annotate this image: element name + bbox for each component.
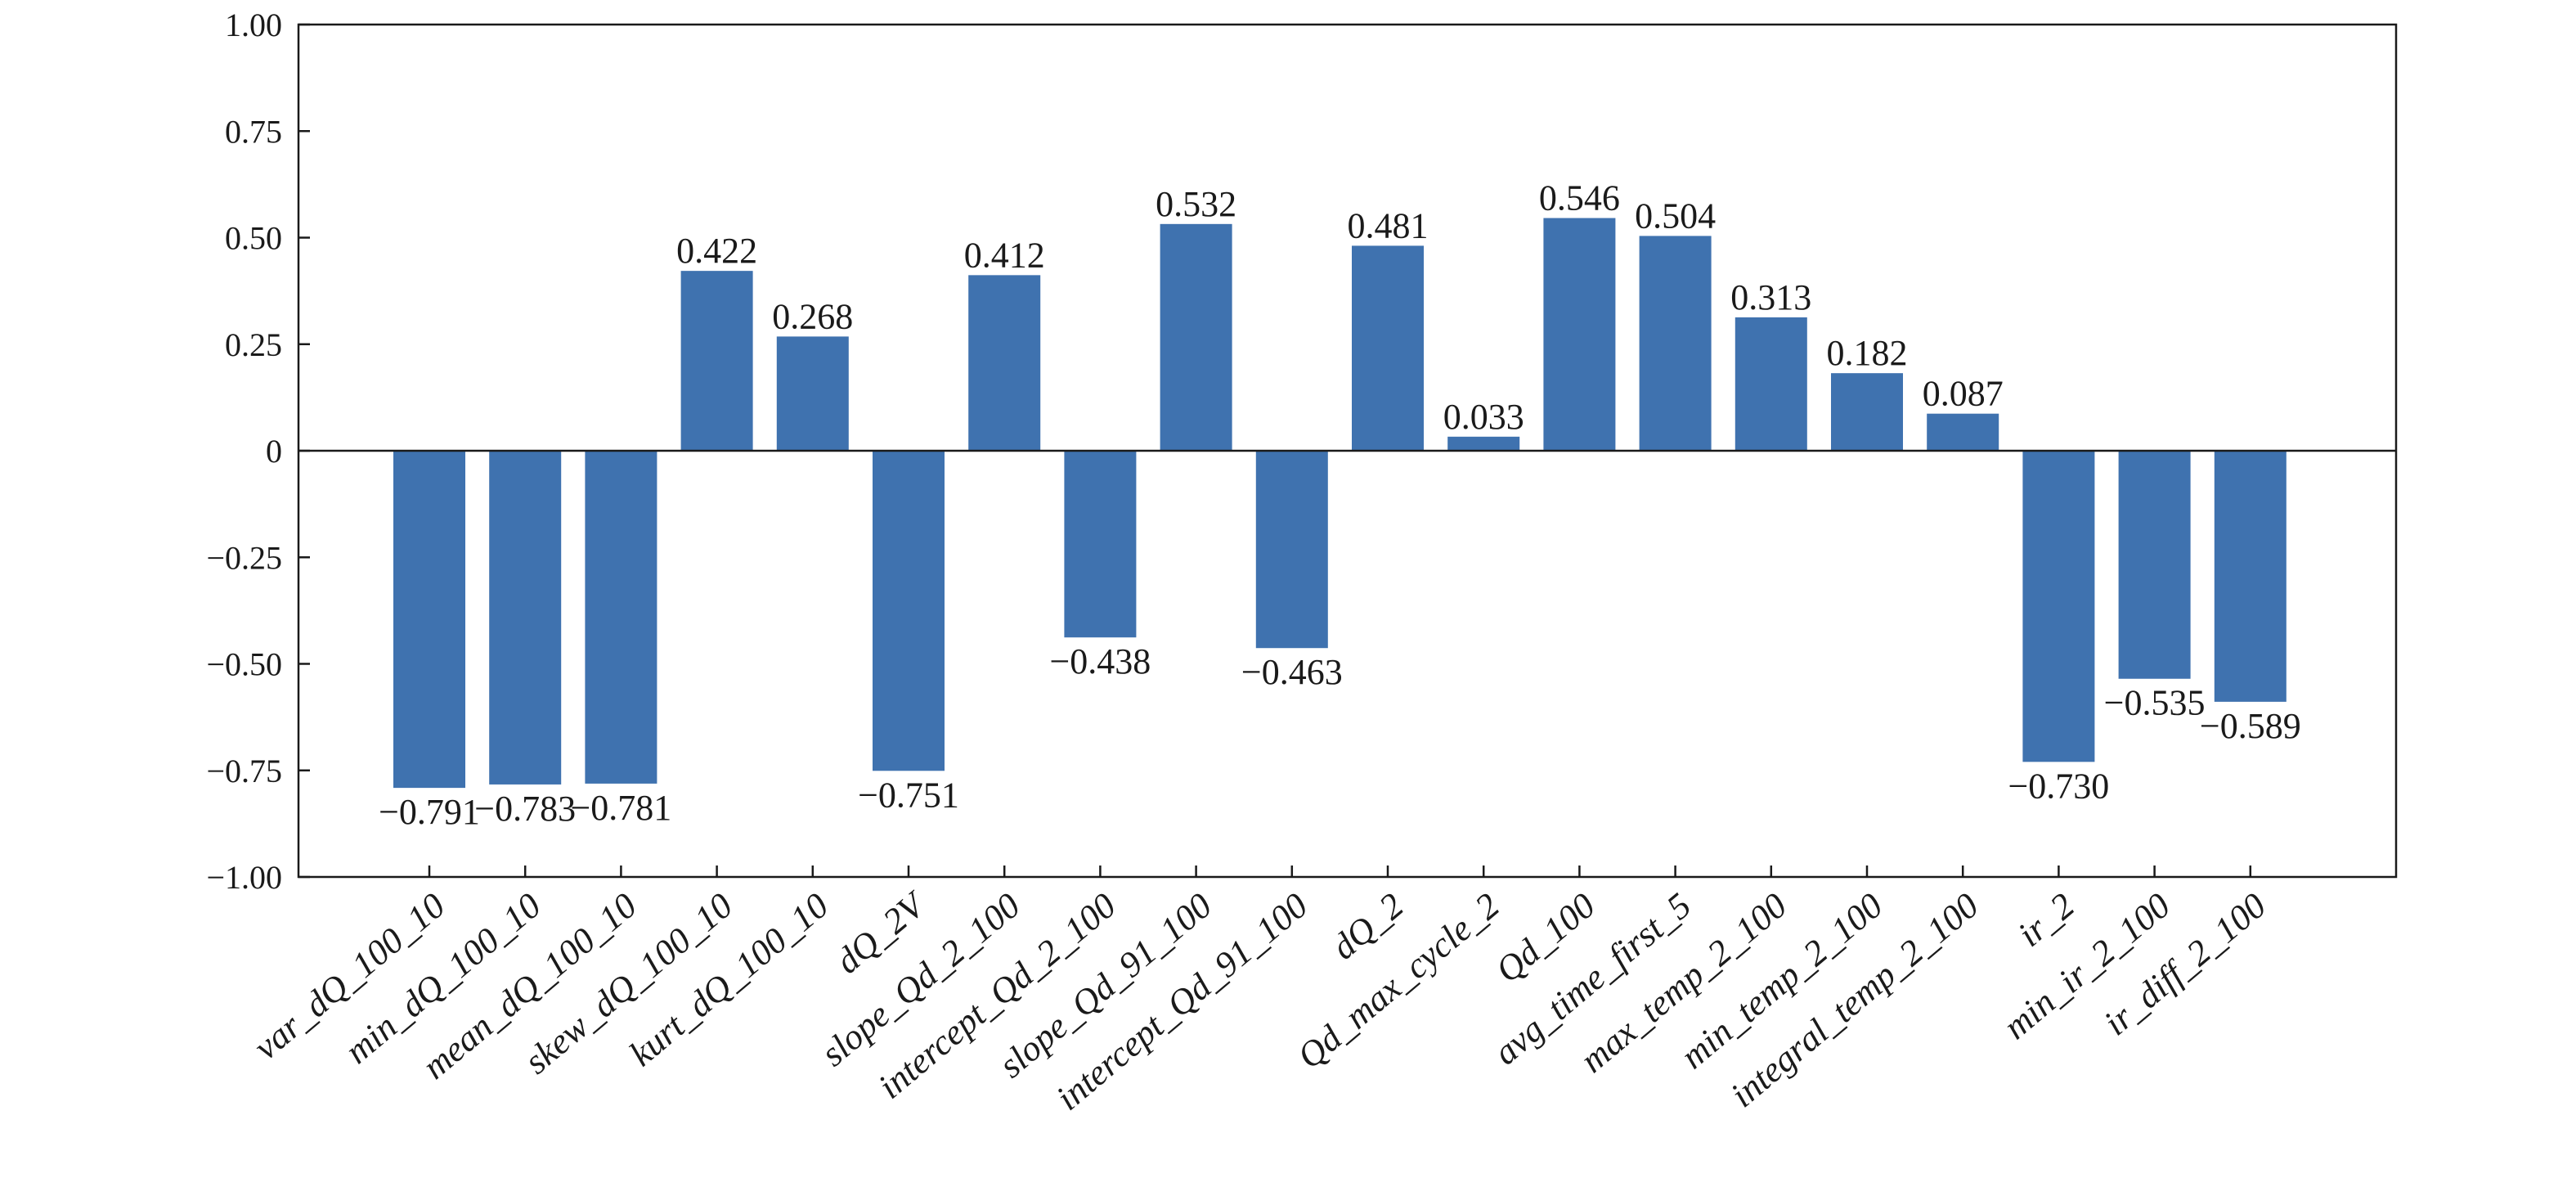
- data-label: −0.589: [2200, 706, 2301, 746]
- y-tick-label: −1.00: [206, 859, 282, 896]
- data-label: −0.463: [1241, 652, 1343, 692]
- bar: [1543, 218, 1616, 451]
- bar: [873, 451, 945, 771]
- bar: [1160, 223, 1232, 451]
- x-tick-label: ir_2: [2010, 885, 2082, 955]
- data-label: −0.438: [1049, 641, 1151, 681]
- bar: [585, 451, 657, 784]
- data-label: 0.182: [1827, 333, 1908, 373]
- bar: [1352, 245, 1424, 451]
- data-label: −0.730: [2008, 766, 2109, 806]
- data-label: 0.481: [1348, 205, 1429, 245]
- data-label: −0.783: [474, 789, 576, 829]
- y-tick-label: 0.25: [225, 326, 282, 363]
- bar: [1831, 373, 1903, 451]
- bar: [1255, 451, 1328, 649]
- y-tick-label: 0.50: [225, 220, 282, 257]
- data-label: 0.313: [1730, 277, 1811, 317]
- y-tick-label: −0.25: [206, 539, 282, 576]
- data-label: 0.412: [964, 235, 1045, 275]
- y-tick-label: 0: [266, 433, 282, 470]
- y-tick-label: 1.00: [225, 7, 282, 43]
- bar: [1064, 451, 1137, 638]
- bar: [1735, 317, 1807, 451]
- y-tick-label: 0.75: [225, 113, 282, 150]
- data-label: −0.791: [379, 792, 480, 832]
- bar: [1639, 236, 1712, 451]
- data-label: 0.268: [772, 296, 853, 336]
- y-tick-label: −0.50: [206, 646, 282, 683]
- bar: [1927, 413, 1999, 451]
- bar: [2118, 451, 2191, 679]
- y-tick-label: −0.75: [206, 753, 282, 789]
- data-label: −0.751: [858, 775, 959, 815]
- bar: [2022, 451, 2095, 762]
- data-label: 0.033: [1443, 397, 1524, 437]
- bar: [1447, 436, 1520, 451]
- data-label: 0.546: [1539, 178, 1620, 218]
- data-label: 0.532: [1156, 184, 1236, 224]
- data-label: 0.504: [1635, 196, 1716, 236]
- data-label: −0.535: [2104, 683, 2206, 723]
- bar: [393, 451, 465, 789]
- data-label: 0.087: [1923, 374, 2004, 414]
- data-label: −0.781: [570, 788, 671, 828]
- bar: [968, 275, 1041, 451]
- plot-area: 1.00 0.75 0.50 0.25 0 −0.25 −0.50 −0.75 −1.00 −0.…: [206, 7, 2398, 1118]
- data-label: 0.422: [676, 231, 757, 271]
- bar: [680, 271, 753, 451]
- bar: [776, 336, 849, 451]
- bar: [2214, 451, 2287, 702]
- bar: [489, 451, 562, 785]
